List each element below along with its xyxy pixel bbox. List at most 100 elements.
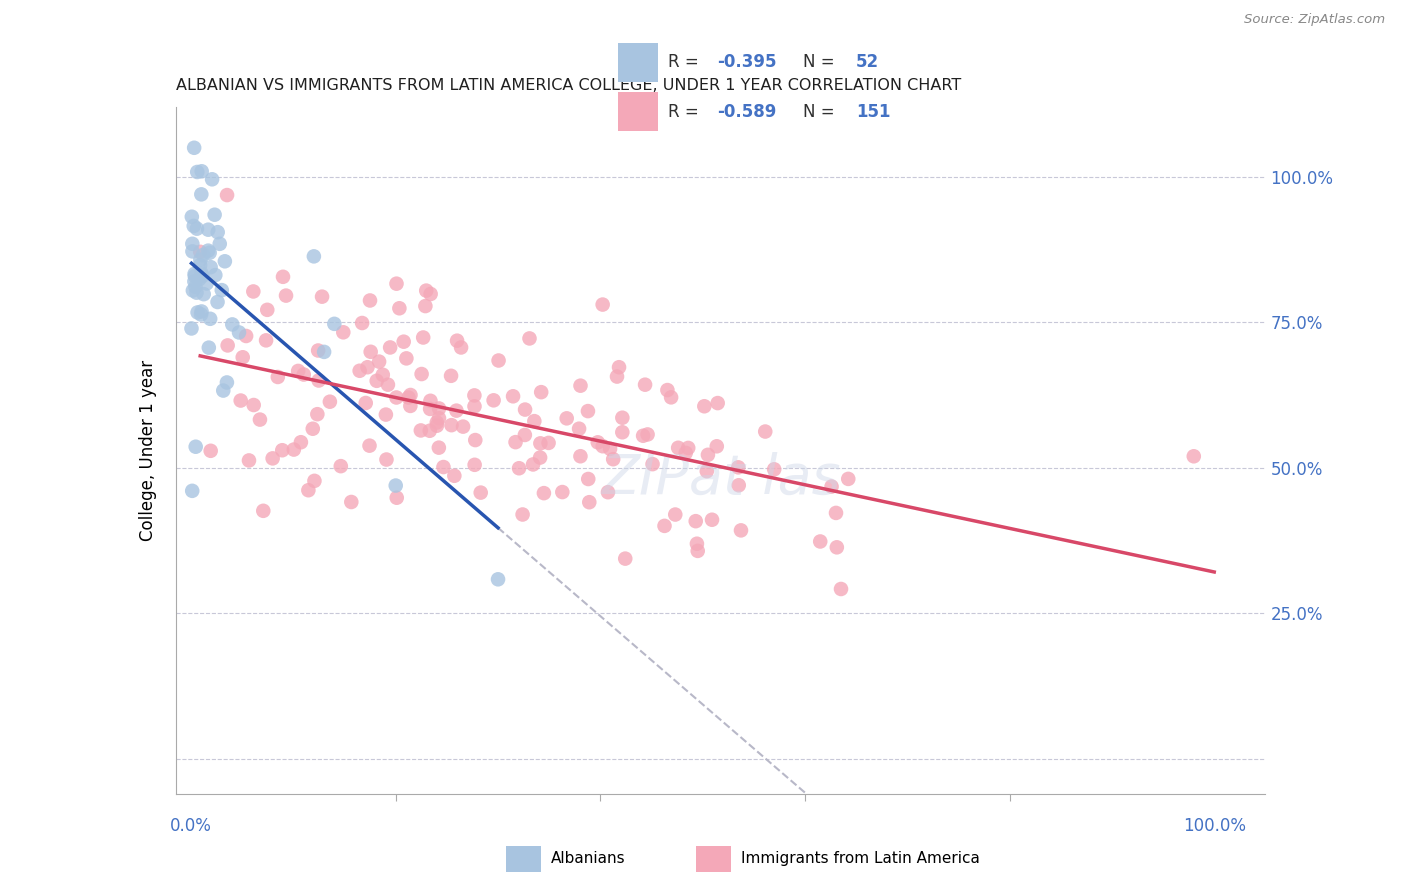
Point bbox=[207, 225, 229, 239]
Point bbox=[1182, 450, 1205, 464]
Point bbox=[592, 439, 614, 453]
Point bbox=[271, 269, 294, 284]
Point bbox=[830, 582, 852, 596]
Point bbox=[419, 401, 441, 416]
Point bbox=[685, 514, 707, 528]
Point bbox=[319, 394, 342, 409]
Point bbox=[304, 474, 326, 488]
Point bbox=[820, 479, 842, 493]
Point bbox=[612, 410, 634, 425]
Point bbox=[181, 244, 204, 259]
FancyBboxPatch shape bbox=[619, 92, 658, 131]
Point bbox=[235, 329, 257, 343]
Point bbox=[228, 326, 250, 340]
Point bbox=[188, 272, 211, 286]
Point bbox=[374, 408, 396, 422]
Point bbox=[274, 288, 297, 302]
Point bbox=[242, 398, 264, 412]
Point bbox=[419, 424, 441, 438]
Point bbox=[323, 317, 346, 331]
Point bbox=[440, 368, 463, 383]
Point bbox=[200, 443, 222, 458]
Point bbox=[256, 302, 278, 317]
Point bbox=[666, 441, 689, 455]
Text: ALBANIAN VS IMMIGRANTS FROM LATIN AMERICA COLLEGE, UNDER 1 YEAR CORRELATION CHAR: ALBANIAN VS IMMIGRANTS FROM LATIN AMERIC… bbox=[176, 78, 960, 94]
Point bbox=[530, 385, 553, 400]
Point bbox=[190, 164, 212, 178]
Point bbox=[488, 353, 510, 368]
Text: N =: N = bbox=[803, 54, 841, 71]
Point bbox=[675, 446, 697, 460]
Point bbox=[301, 422, 323, 436]
Point bbox=[198, 245, 221, 260]
Point bbox=[686, 544, 709, 558]
Point bbox=[197, 222, 219, 236]
Point bbox=[612, 425, 634, 440]
Point bbox=[183, 219, 205, 233]
Point bbox=[529, 436, 551, 450]
Point bbox=[446, 403, 468, 417]
Point bbox=[212, 384, 235, 398]
Text: R =: R = bbox=[668, 103, 704, 120]
Point bbox=[359, 293, 381, 308]
Point bbox=[329, 459, 352, 474]
Point bbox=[183, 267, 205, 281]
Point bbox=[184, 279, 207, 293]
Point bbox=[706, 396, 728, 410]
Point bbox=[837, 472, 859, 486]
Point bbox=[215, 376, 238, 390]
Point bbox=[314, 344, 336, 359]
Point bbox=[463, 388, 485, 402]
Point bbox=[302, 249, 325, 263]
Point bbox=[399, 399, 422, 413]
Point bbox=[606, 369, 628, 384]
Point bbox=[368, 354, 391, 368]
Text: 151: 151 bbox=[856, 103, 890, 120]
Point bbox=[533, 486, 555, 500]
Point bbox=[513, 428, 536, 442]
Point bbox=[464, 433, 486, 447]
Point bbox=[211, 283, 233, 297]
Point bbox=[232, 351, 254, 365]
Point bbox=[307, 407, 329, 421]
Point bbox=[727, 478, 749, 492]
Point bbox=[249, 412, 271, 426]
Point bbox=[727, 460, 749, 475]
Point bbox=[198, 311, 221, 326]
Point bbox=[555, 411, 578, 425]
Point bbox=[551, 485, 574, 500]
Point bbox=[654, 519, 676, 533]
Point bbox=[754, 425, 776, 439]
Point bbox=[238, 453, 260, 467]
Point bbox=[463, 400, 485, 414]
Point bbox=[221, 318, 243, 332]
Text: 52: 52 bbox=[856, 54, 879, 71]
Point bbox=[384, 478, 406, 492]
Point bbox=[412, 330, 434, 344]
Point bbox=[287, 364, 309, 378]
Point bbox=[578, 495, 600, 509]
Point bbox=[392, 334, 415, 349]
Point bbox=[340, 495, 363, 509]
Text: Immigrants from Latin America: Immigrants from Latin America bbox=[741, 852, 980, 866]
Point bbox=[419, 393, 441, 408]
Point bbox=[696, 464, 718, 478]
Point bbox=[242, 285, 264, 299]
Point bbox=[181, 284, 204, 298]
Point bbox=[700, 513, 723, 527]
Text: 0.0%: 0.0% bbox=[170, 817, 212, 835]
Point bbox=[188, 258, 211, 272]
Point bbox=[607, 360, 630, 375]
Point bbox=[641, 457, 664, 471]
Point bbox=[200, 260, 222, 274]
Text: Albanians: Albanians bbox=[551, 852, 626, 866]
Text: R =: R = bbox=[668, 54, 704, 71]
Point bbox=[349, 364, 371, 378]
Text: -0.395: -0.395 bbox=[717, 54, 778, 71]
Point bbox=[186, 221, 208, 235]
Point bbox=[569, 449, 592, 463]
Point bbox=[427, 401, 450, 416]
FancyBboxPatch shape bbox=[619, 43, 658, 82]
Point bbox=[292, 368, 315, 382]
Point bbox=[446, 334, 468, 348]
